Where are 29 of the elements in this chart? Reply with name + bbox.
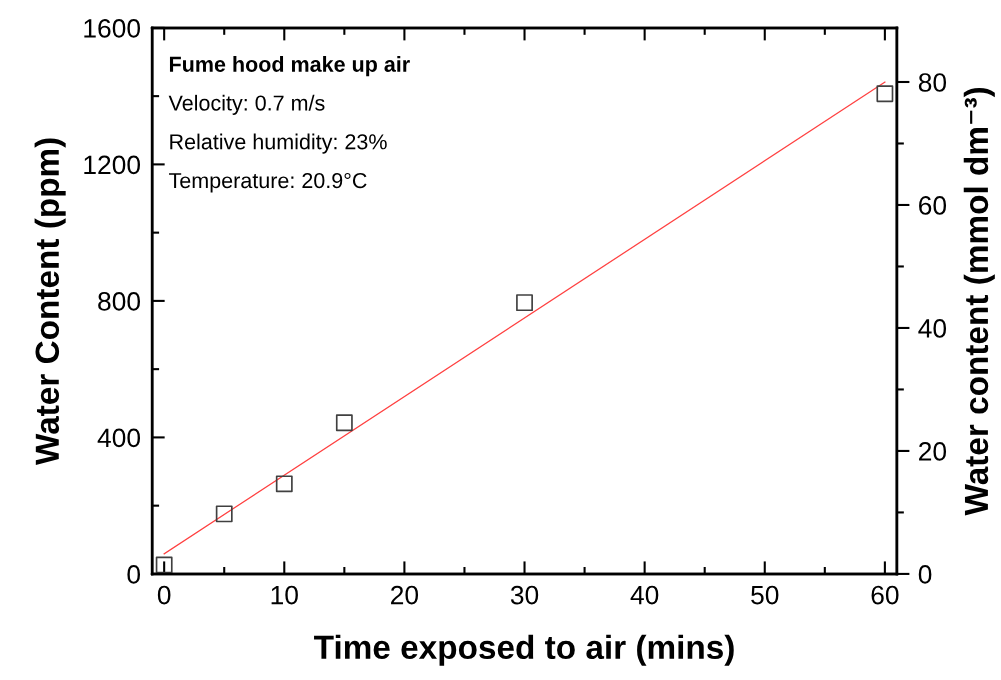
y-tick-label: 800 — [98, 292, 141, 311]
x-tick-label: 60 — [871, 585, 899, 605]
y2-tick-label: 40 — [918, 319, 947, 338]
y2-tick-label: 60 — [919, 196, 947, 215]
y-tick-label: 1600 — [84, 19, 141, 38]
y-tick-label: 400 — [97, 428, 141, 448]
point — [275, 475, 293, 493]
x-tick-label: 50 — [751, 585, 779, 605]
annotation: Relative humidity: 23% — [170, 133, 387, 154]
point — [876, 85, 894, 103]
x-tick-label: 0 — [157, 585, 171, 605]
y2-tick-label: 0 — [918, 565, 932, 584]
point — [516, 294, 533, 312]
annotation: Temperature: 20.9°C — [169, 172, 367, 193]
x-axis-title: Time exposed to air (mins) — [314, 634, 734, 666]
y2-tick-label: 80 — [918, 73, 947, 92]
x-tick-label: 30 — [510, 585, 539, 605]
x-tick-label: 40 — [630, 585, 659, 605]
y-tick-label: 0 — [127, 565, 141, 584]
y-axis-title: Water Content (ppm) — [34, 138, 66, 466]
annotation: Fume hood make up air — [169, 56, 410, 77]
point — [215, 505, 233, 523]
annotation: Velocity: 0.7 m/s — [168, 94, 325, 115]
y-tick-label: 1200 — [84, 155, 141, 175]
point — [335, 414, 353, 432]
y2-tick-label: 20 — [919, 442, 947, 461]
y2-axis-title: Water content (mmol dm⁻³) — [963, 87, 995, 516]
x-tick-label: 10 — [271, 585, 298, 605]
x-tick-label: 20 — [391, 585, 419, 605]
